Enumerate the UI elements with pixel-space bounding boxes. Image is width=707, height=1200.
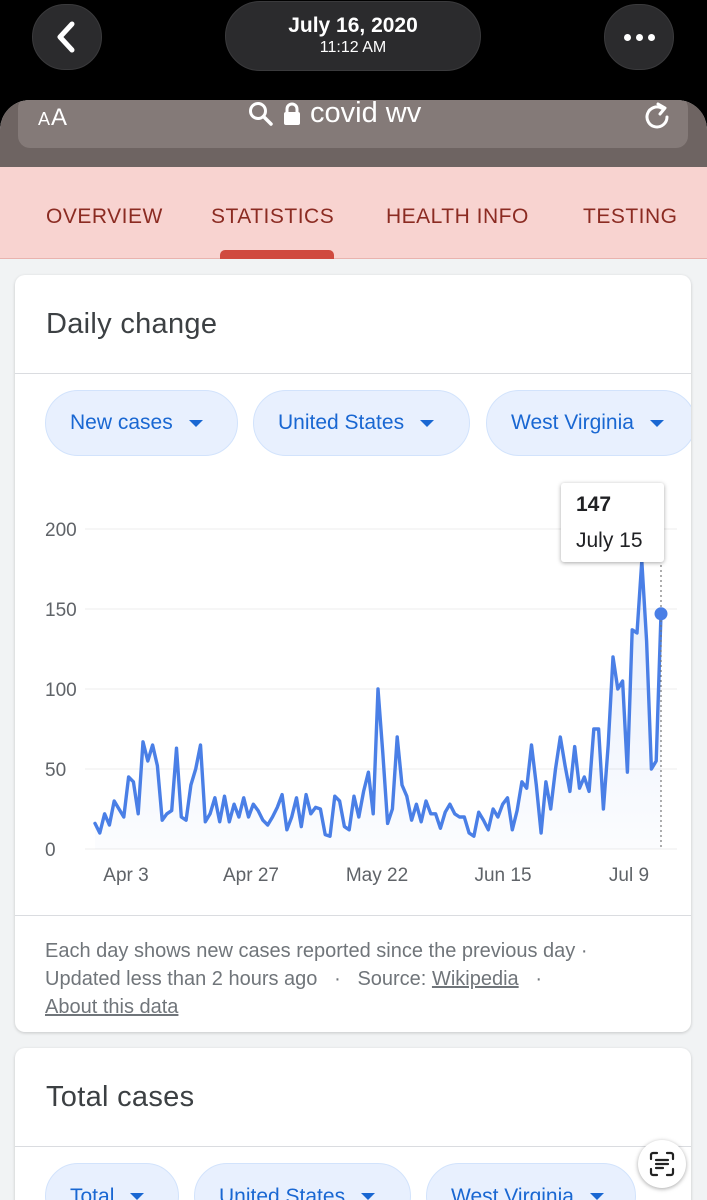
back-button[interactable] [32, 4, 102, 70]
tab-testing[interactable]: TESTING [583, 205, 678, 228]
reload-icon[interactable] [640, 100, 674, 134]
screenshot-view: AA covid wv OVERVIEW STATISTICS HEALTH I… [0, 100, 707, 1200]
chart-footnote: Each day shows new cases reported since … [45, 937, 665, 1021]
x-tick-label: Jul 9 [609, 865, 649, 886]
text-size-button[interactable]: AA [38, 104, 69, 131]
viewer-top-bar: July 16, 2020 11:12 AM [0, 0, 707, 100]
chip-label: United States [219, 1185, 346, 1200]
photo-time: 11:12 AM [319, 39, 387, 56]
search-query: covid wv [310, 100, 422, 129]
updated-text: Updated less than 2 hours ago [45, 968, 318, 990]
metric-filter-chip[interactable]: New cases [45, 390, 238, 456]
address-bar[interactable]: AA covid wv [18, 100, 688, 148]
metric-filter-chip[interactable]: Total [45, 1163, 179, 1200]
card-title: Daily change [46, 308, 218, 340]
card-title: Total cases [46, 1081, 195, 1113]
photo-date-pill[interactable]: July 16, 2020 11:12 AM [225, 1, 481, 71]
tooltip-date: July 15 [576, 529, 643, 552]
daily-change-card: Daily change New cases United States Wes… [15, 275, 691, 1032]
more-button[interactable] [604, 4, 674, 70]
chip-label: Total [70, 1185, 115, 1200]
active-tab-indicator [220, 250, 334, 259]
tab-health-info[interactable]: HEALTH INFO [386, 205, 529, 228]
chart-tooltip: 147 July 15 [561, 483, 664, 562]
series-line [93, 559, 663, 838]
tab-overview[interactable]: OVERVIEW [46, 205, 163, 228]
chevron-left-icon [57, 21, 75, 53]
y-tick-label: 0 [45, 840, 56, 861]
url-field[interactable]: covid wv [248, 100, 421, 130]
caret-down-icon [130, 1193, 145, 1200]
topic-tabs: OVERVIEW STATISTICS HEALTH INFO TESTING [0, 167, 707, 259]
photo-date: July 16, 2020 [288, 14, 418, 37]
lock-icon [284, 102, 300, 125]
visual-lookup-button[interactable] [638, 1140, 686, 1188]
source-link[interactable]: Wikipedia [431, 968, 519, 990]
caret-down-icon [589, 1193, 604, 1200]
footnote-description: Each day shows new cases reported since … [45, 940, 588, 962]
separator-dot: · [524, 968, 542, 990]
caret-down-icon [649, 419, 664, 427]
separator-dot: · [322, 968, 352, 990]
region-filter-chip[interactable]: West Virginia [486, 390, 691, 456]
y-tick-label: 150 [45, 600, 77, 621]
chip-label: West Virginia [511, 411, 634, 434]
y-tick-label: 200 [45, 520, 77, 541]
more-horizontal-icon [623, 33, 655, 41]
x-tick-label: Apr 3 [103, 865, 148, 886]
country-filter-chip[interactable]: United States [194, 1163, 411, 1200]
tab-statistics[interactable]: STATISTICS [211, 205, 335, 228]
total-cases-card: Total cases Total United States West Vir… [15, 1048, 691, 1200]
caret-down-icon [420, 419, 435, 427]
about-data-link[interactable]: About this data [45, 996, 179, 1018]
text-scan-icon [649, 1151, 675, 1177]
highlighted-data-point[interactable] [654, 607, 668, 621]
x-tick-label: Jun 15 [474, 865, 531, 886]
divider [15, 915, 691, 916]
caret-down-icon [361, 1193, 376, 1200]
daily-cases-chart[interactable]: 0 50 100 150 200 Apr 3 Apr 27 May 22 Jun 15 Jul 9 [15, 475, 691, 895]
country-filter-chip[interactable]: United States [253, 390, 470, 456]
chip-label: West Virginia [451, 1185, 574, 1200]
search-icon [249, 101, 273, 126]
region-filter-chip[interactable]: West Virginia [426, 1163, 636, 1200]
browser-chrome: AA covid wv [0, 100, 707, 167]
caret-down-icon [188, 419, 203, 427]
tooltip-value: 147 [576, 493, 612, 516]
x-tick-label: May 22 [346, 865, 408, 886]
source-label: Source: [357, 968, 427, 990]
chip-label: United States [278, 411, 405, 434]
y-tick-label: 50 [45, 760, 66, 781]
x-tick-label: Apr 27 [223, 865, 279, 886]
divider [15, 1146, 691, 1147]
chip-label: New cases [70, 411, 173, 434]
y-tick-label: 100 [45, 680, 77, 701]
divider [15, 373, 691, 374]
